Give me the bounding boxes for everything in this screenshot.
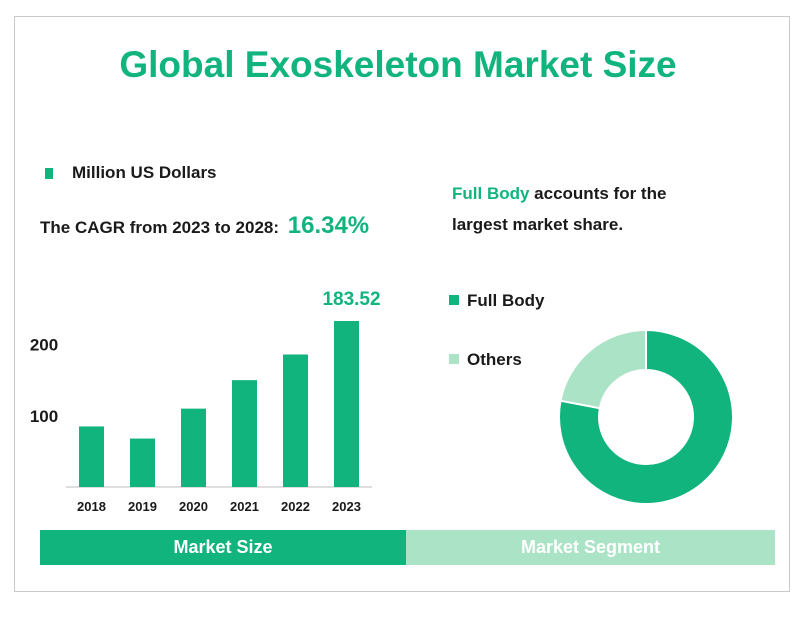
segment-highlight: Full Body [452, 184, 530, 203]
data-label-2023: 183.52 [322, 289, 380, 310]
cagr-value: 16.34% [287, 212, 370, 239]
donut-chart [558, 328, 734, 505]
page-title: Global Exoskeleton Market Size [119, 44, 677, 85]
pie-legend-others: Others [449, 350, 522, 370]
x-tick-label: 2020 [179, 499, 208, 514]
footer-market-size: Market Size [40, 530, 406, 565]
slice-full-body [558, 328, 734, 505]
x-tick-label: 2021 [230, 499, 259, 514]
bar-2023 [334, 321, 359, 487]
bar-2018 [79, 426, 104, 487]
legend-unit-label: Million US Dollars [72, 163, 217, 182]
y-tick-label: 200 [30, 336, 58, 355]
bar-2022 [283, 354, 308, 487]
legend-swatch-full-body [449, 295, 459, 305]
segment-text-rest-2: largest market share. [452, 215, 624, 234]
x-tick-label: 2018 [77, 499, 106, 514]
y-tick-label: 100 [30, 407, 58, 426]
x-tick-label: 2023 [332, 499, 361, 514]
legend-label-full-body: Full Body [467, 291, 545, 310]
pie-legend-full-body: Full Body [449, 291, 544, 311]
bar-2019 [130, 438, 155, 487]
bar-2020 [181, 408, 206, 487]
segment-text-rest-1: accounts for the [529, 184, 667, 203]
cagr-line: The CAGR from 2023 to 2028: 16.34% [40, 212, 369, 240]
legend-swatch [45, 168, 53, 179]
legend-swatch-others [449, 354, 459, 364]
bar-2021 [232, 380, 257, 487]
cagr-label: The CAGR from 2023 to 2028: [40, 218, 280, 237]
footer-market-segment: Market Segment [406, 530, 775, 565]
bar-chart: 100 200 2018 2019 2020 2021 2022 2023 183.52 [30, 289, 381, 514]
x-tick-label: 2022 [281, 499, 310, 514]
segment-summary: Full Body accounts for the largest marke… [452, 178, 752, 240]
slice-others [559, 328, 647, 410]
x-tick-label: 2019 [128, 499, 157, 514]
legend-label-others: Others [467, 350, 522, 369]
